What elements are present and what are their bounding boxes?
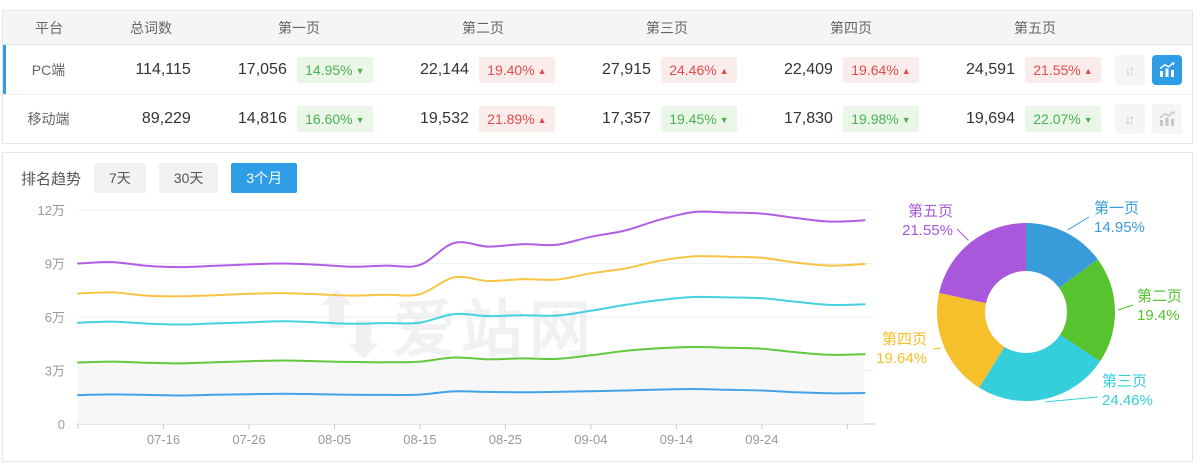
- sort-swap-button[interactable]: ↓↑: [1114, 54, 1145, 85]
- page4-change-badge: 19.98% ▼: [842, 106, 919, 132]
- tab-7d[interactable]: 7天: [94, 163, 146, 193]
- change-percent: 19.45%: [669, 111, 717, 127]
- change-percent: 21.89%: [487, 111, 535, 127]
- header-platform: 平台: [35, 19, 63, 36]
- page1-change-badge: 16.60% ▼: [296, 106, 373, 132]
- donut-label-page4: 第四页 19.64%: [876, 331, 927, 367]
- tab-3m[interactable]: 3个月: [231, 163, 298, 193]
- change-percent: 14.95%: [305, 61, 353, 78]
- change-percent: 19.98%: [851, 111, 899, 127]
- svg-text:08-15: 08-15: [403, 432, 436, 447]
- chart-toggle-button[interactable]: [1151, 54, 1182, 85]
- page3-change-badge: 24.46% ▲: [660, 56, 737, 83]
- sort-swap-icon: ↓↑: [1124, 61, 1135, 78]
- svg-text:3万: 3万: [45, 364, 65, 379]
- svg-text:12万: 12万: [38, 203, 65, 218]
- change-percent: 19.64%: [851, 61, 899, 78]
- page4-change-badge: 19.64% ▲: [842, 56, 919, 83]
- trend-line-chart: 07-16 07-26 08-05 08-15 08-25 09-04 09-14 09-24…: [3, 191, 893, 463]
- trend-arrow-icon: ▼: [901, 115, 911, 125]
- page2-count: 19,532: [419, 110, 469, 127]
- svg-text:0: 0: [58, 417, 65, 432]
- total-words-value: 89,229: [141, 110, 191, 127]
- page1-count: 14,816: [237, 110, 287, 127]
- donut-label-page2: 第二页 19.4%: [1137, 288, 1183, 324]
- donut-label-page3: 第三页 24.46%: [1102, 373, 1153, 409]
- trend-toolbar: 排名趋势 7天 30天 3个月: [3, 153, 1192, 193]
- change-percent: 16.60%: [305, 111, 353, 127]
- page4-count: 22,409: [784, 60, 833, 78]
- change-percent: 22.07%: [1033, 111, 1081, 127]
- trend-arrow-icon: ▲: [719, 65, 729, 76]
- trend-title: 排名趋势: [21, 170, 82, 188]
- header-page-1: 第一页: [278, 19, 320, 36]
- trend-arrow-icon: ▲: [537, 65, 547, 76]
- svg-text:09-04: 09-04: [574, 432, 607, 447]
- page1-change-badge: 14.95% ▼: [296, 56, 373, 83]
- bar-chart-trend-icon: [1159, 61, 1175, 77]
- page5-count: 19,694: [966, 110, 1015, 127]
- page-distribution-donut: 第一页 14.95% 第二页 19.4% 第三页 24.46% 第四页 19.6…: [861, 191, 1194, 462]
- svg-text:09-14: 09-14: [660, 432, 693, 447]
- bar-chart-trend-icon: [1159, 111, 1175, 126]
- change-percent: 19.40%: [487, 61, 535, 78]
- page5-change-badge: 21.55% ▲: [1024, 56, 1101, 83]
- trend-arrow-icon: ▼: [355, 65, 365, 76]
- page3-count: 27,915: [601, 60, 651, 78]
- table-header-row: 平台 总词数 第一页 第二页 第三页 第四页 第五页: [3, 11, 1192, 45]
- table-row-mobile[interactable]: 移动端 89,229 14,816 16.60% ▼ 19,532 21.89% ▲…: [3, 94, 1192, 143]
- total-words-value: 114,115: [135, 60, 191, 78]
- sort-swap-button[interactable]: ↓↑: [1114, 104, 1145, 134]
- svg-text:07-26: 07-26: [232, 432, 265, 447]
- ranking-summary-table: 平台 总词数 第一页 第二页 第三页 第四页 第五页 PC端 114,115 1…: [2, 10, 1193, 144]
- page2-change-badge: 21.89% ▲: [478, 106, 555, 132]
- trend-arrow-icon: ▼: [719, 115, 729, 125]
- page2-count: 22,144: [419, 60, 469, 78]
- svg-text:08-05: 08-05: [318, 432, 351, 447]
- donut-label-page5: 第五页 21.55%: [902, 203, 953, 239]
- change-percent: 21.55%: [1033, 61, 1081, 78]
- page3-change-badge: 19.45% ▼: [660, 106, 737, 132]
- trend-arrow-icon: ▲: [1083, 65, 1093, 76]
- header-page-2: 第二页: [462, 19, 504, 36]
- svg-text:08-25: 08-25: [489, 432, 522, 447]
- page4-count: 17,830: [784, 110, 833, 127]
- header-page-4: 第四页: [830, 19, 872, 36]
- page3-count: 17,357: [601, 110, 651, 127]
- sort-swap-icon: ↓↑: [1124, 111, 1135, 127]
- platform-label: PC端: [31, 61, 66, 78]
- page2-change-badge: 19.40% ▲: [478, 56, 555, 83]
- header-page-3: 第三页: [646, 19, 688, 36]
- svg-text:07-16: 07-16: [147, 432, 180, 447]
- svg-text:9万: 9万: [45, 257, 65, 272]
- page5-count: 24,591: [966, 60, 1015, 78]
- trend-arrow-icon: ▼: [355, 115, 365, 125]
- svg-text:6万: 6万: [45, 310, 65, 325]
- trend-arrow-icon: ▲: [901, 65, 911, 76]
- chart-toggle-button[interactable]: [1151, 104, 1182, 134]
- page1-count: 17,056: [237, 60, 287, 78]
- platform-label: 移动端: [27, 111, 70, 127]
- trend-arrow-icon: ▼: [1083, 115, 1093, 125]
- tab-30d[interactable]: 30天: [158, 163, 219, 193]
- header-total-words: 总词数: [130, 19, 172, 36]
- header-page-5: 第五页: [1014, 19, 1056, 36]
- change-percent: 24.46%: [669, 61, 717, 78]
- ranking-trend-panel: 排名趋势 7天 30天 3个月 爱站网 07-16 07-26 08-05 08-15…: [2, 152, 1193, 462]
- donut-label-page1: 第一页 14.95%: [1094, 200, 1145, 236]
- page5-change-badge: 22.07% ▼: [1024, 106, 1101, 132]
- svg-text:09-24: 09-24: [745, 432, 778, 447]
- table-row-pc[interactable]: PC端 114,115 17,056 14.95% ▼ 22,144 19.40%…: [3, 45, 1192, 94]
- trend-arrow-icon: ▲: [537, 115, 547, 125]
